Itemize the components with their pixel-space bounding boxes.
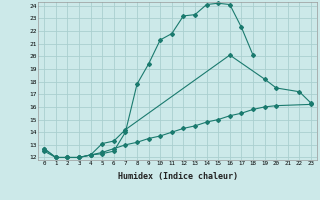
X-axis label: Humidex (Indice chaleur): Humidex (Indice chaleur) [118,172,238,181]
